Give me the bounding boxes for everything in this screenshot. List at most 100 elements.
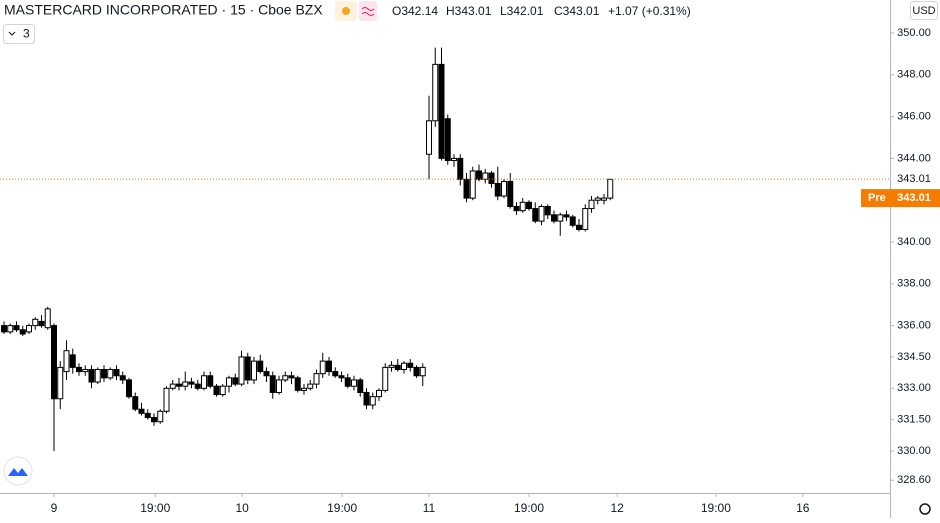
y-tick-label: 328.60 bbox=[897, 474, 931, 486]
x-tick-label: 12 bbox=[610, 501, 624, 515]
wave-icon bbox=[361, 7, 375, 16]
candle-body bbox=[594, 197, 601, 201]
x-tick-label: 16 bbox=[796, 501, 810, 515]
currency-box[interactable] bbox=[910, 1, 938, 20]
candle-body bbox=[63, 350, 70, 373]
candle-body bbox=[157, 410, 164, 423]
candle-body bbox=[476, 170, 482, 180]
candle-body bbox=[7, 325, 14, 333]
candle-body bbox=[338, 375, 345, 379]
logo-circle[interactable] bbox=[3, 456, 33, 486]
candle-body bbox=[382, 366, 389, 391]
legend-high: H343.01 bbox=[446, 4, 492, 18]
candle-body bbox=[569, 216, 576, 226]
candle-body bbox=[326, 360, 332, 373]
candle-body bbox=[38, 320, 45, 327]
candle-body bbox=[463, 178, 470, 199]
candle-body bbox=[432, 63, 439, 122]
logo[interactable] bbox=[3, 456, 33, 486]
candle-body bbox=[363, 391, 370, 406]
candle-body bbox=[344, 377, 351, 387]
candle-body bbox=[488, 172, 495, 184]
logo-mark bbox=[8, 468, 28, 476]
currency-label: USD bbox=[912, 5, 935, 17]
candle-body bbox=[107, 368, 114, 379]
candle-body bbox=[101, 368, 107, 379]
candle-body bbox=[526, 201, 532, 210]
candle-body bbox=[26, 325, 32, 333]
legend-change: +1.07 (+0.31%) bbox=[608, 4, 691, 18]
candle-body bbox=[13, 325, 20, 331]
candle-body bbox=[219, 385, 226, 396]
candle-body bbox=[557, 214, 564, 222]
pre-market-label: Pre bbox=[868, 192, 886, 204]
legend-close: C343.01 bbox=[554, 4, 600, 18]
candle-body bbox=[32, 318, 39, 327]
candle-body bbox=[513, 205, 520, 212]
settings-button[interactable] bbox=[919, 503, 931, 515]
candle-body bbox=[263, 371, 270, 377]
x-tick-label: 9 bbox=[51, 501, 58, 515]
x-tick-label: 11 bbox=[423, 501, 436, 515]
candle-body bbox=[163, 387, 170, 412]
candle-body bbox=[301, 387, 307, 391]
candle-body bbox=[469, 170, 476, 199]
candle-body bbox=[457, 157, 464, 180]
candle-body bbox=[357, 379, 364, 393]
candle-body bbox=[251, 360, 257, 381]
candle-body bbox=[113, 368, 120, 377]
candle-body bbox=[282, 375, 289, 381]
y-tick-label: 330.00 bbox=[897, 445, 931, 457]
candle-body bbox=[394, 364, 401, 370]
candle-body bbox=[532, 208, 539, 222]
candle-body bbox=[401, 362, 407, 370]
candle-body bbox=[426, 120, 432, 155]
candle-body bbox=[351, 379, 357, 387]
candle-body bbox=[288, 375, 295, 379]
candle-body bbox=[519, 201, 526, 212]
y-tick-label: 334.50 bbox=[897, 351, 931, 363]
candle-body bbox=[601, 197, 607, 201]
candle-body bbox=[582, 208, 589, 230]
candle-body bbox=[194, 383, 201, 389]
chevron-icon bbox=[8, 31, 16, 36]
x-tick-label: 10 bbox=[235, 501, 249, 515]
candle-body bbox=[207, 375, 214, 387]
plot bbox=[1, 47, 614, 451]
chart-title: MASTERCARD INCORPORATED · 15 · Cboe BZX bbox=[4, 2, 323, 18]
candle-body bbox=[307, 383, 314, 389]
candle-body bbox=[332, 371, 339, 377]
candle-body bbox=[88, 368, 95, 383]
candle-body bbox=[538, 205, 545, 222]
candle-body bbox=[501, 180, 507, 197]
ohlc-legend: O342.14 H343.01 L342.01 C343.01 +1.07 (+… bbox=[392, 4, 691, 18]
x-tick-label: 19:00 bbox=[514, 501, 544, 515]
candle-body bbox=[588, 199, 595, 210]
candle-body bbox=[294, 377, 301, 391]
y-tick-label: 331.50 bbox=[897, 414, 931, 426]
currency-button[interactable]: USD bbox=[910, 1, 938, 20]
x-tick-label: 19:00 bbox=[327, 501, 357, 515]
candle-body bbox=[576, 224, 582, 230]
candle-body bbox=[276, 379, 282, 393]
gear-icon[interactable] bbox=[919, 503, 931, 515]
candle-body bbox=[388, 364, 395, 368]
y-tick-label: 336.00 bbox=[897, 320, 931, 332]
candle-body bbox=[132, 396, 139, 410]
indicator-button[interactable] bbox=[3, 24, 35, 44]
pre-market-tag bbox=[861, 189, 940, 208]
candle-body bbox=[169, 383, 176, 389]
candle-body bbox=[82, 368, 89, 373]
candle-body bbox=[213, 385, 220, 396]
candle-body bbox=[607, 178, 614, 199]
sun-icon bbox=[342, 7, 350, 15]
candle-body bbox=[563, 214, 570, 218]
candle-body bbox=[182, 381, 189, 387]
candle-body bbox=[57, 366, 64, 400]
indicator-toggle[interactable]: 3 bbox=[3, 24, 35, 44]
candle-body bbox=[257, 360, 264, 373]
candle-body bbox=[319, 360, 326, 375]
pre-market-price: 343.01 bbox=[897, 192, 931, 204]
